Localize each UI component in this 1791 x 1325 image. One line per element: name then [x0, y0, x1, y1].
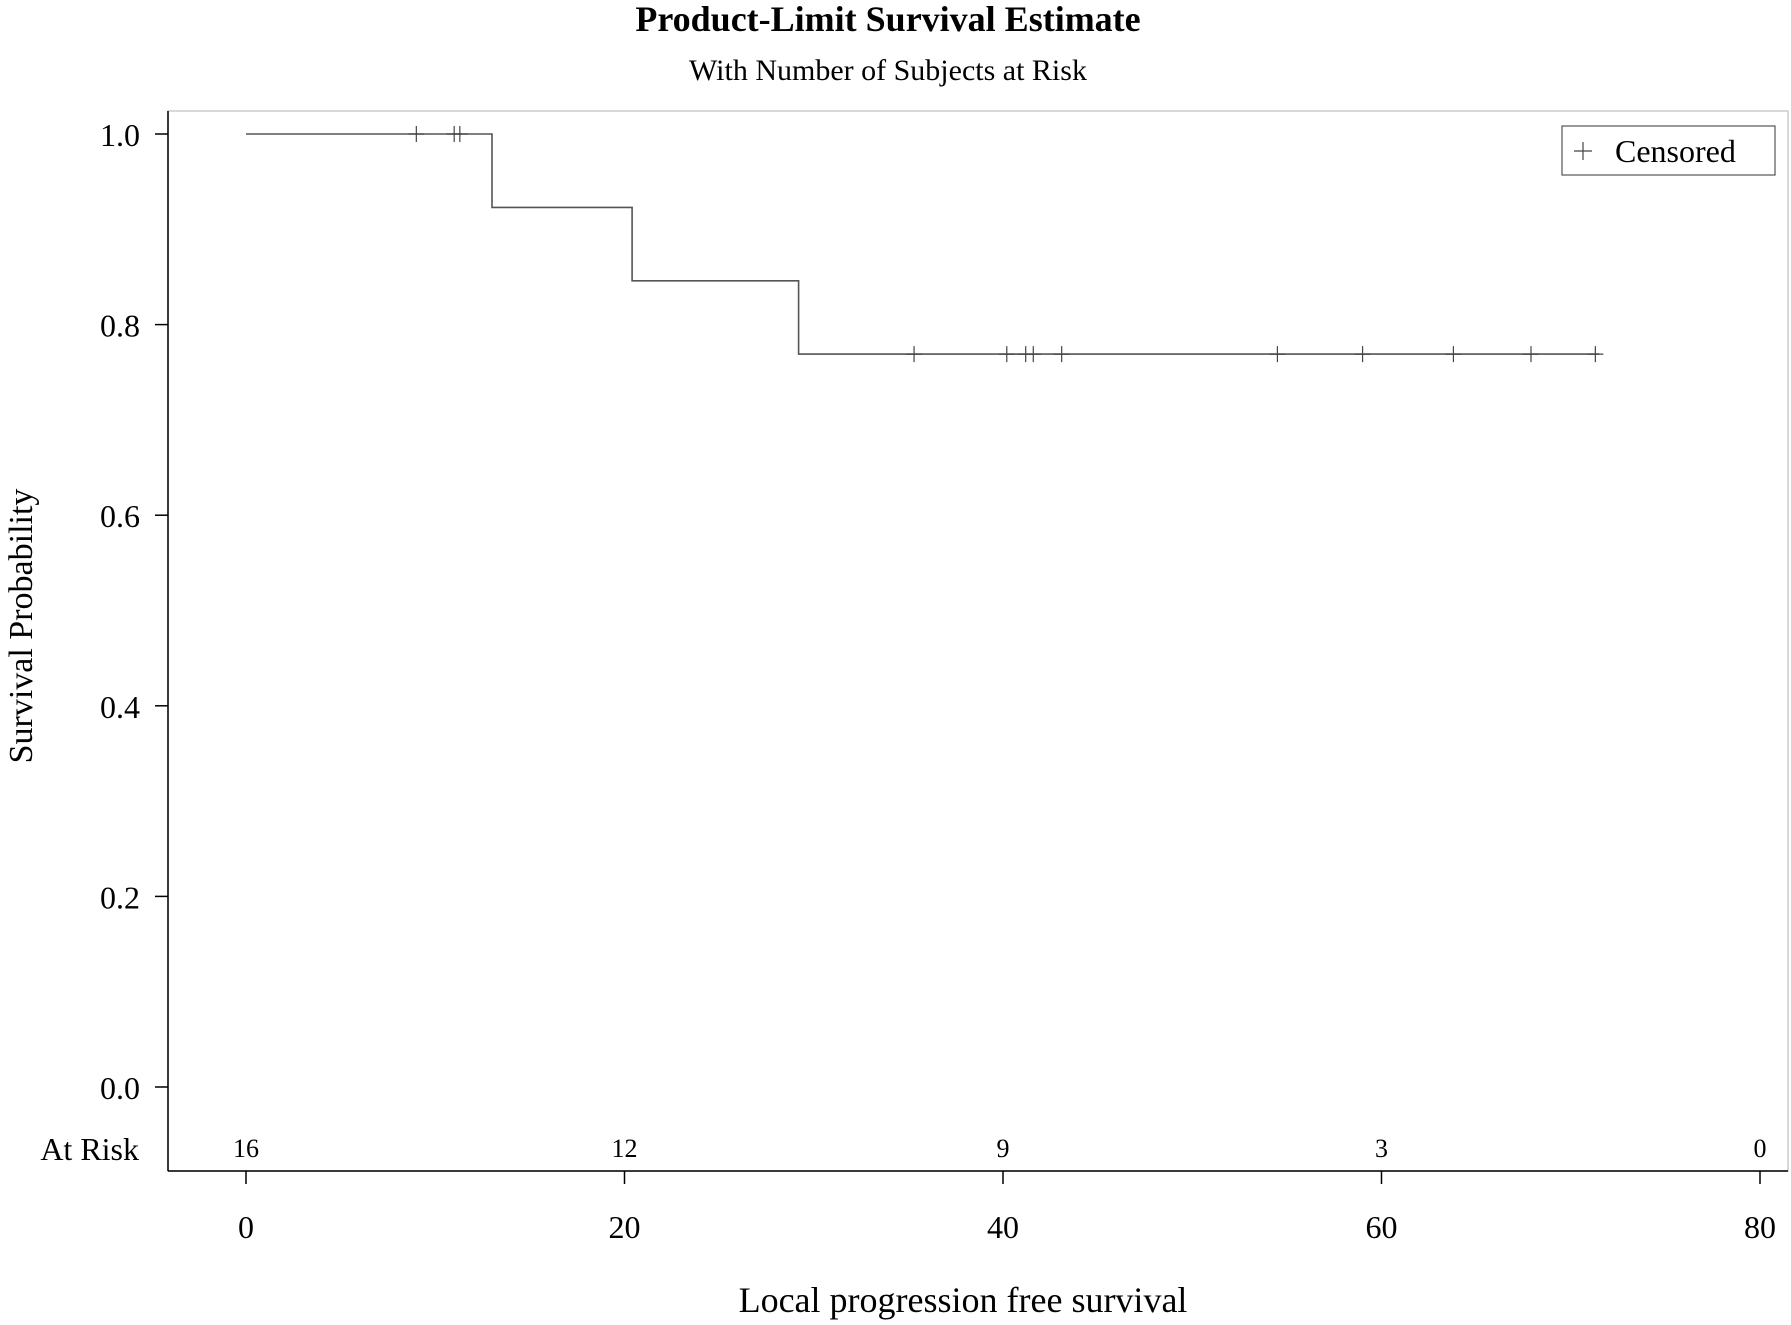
censored-marker: [906, 346, 923, 363]
x-tick-label: 60: [1366, 1209, 1398, 1245]
legend-label: Censored: [1615, 133, 1736, 169]
x-axis-ticks: 0 20 40 60 80: [238, 1171, 1776, 1245]
y-tick-label: 0.6: [100, 498, 140, 534]
y-tick-label: 0.8: [100, 308, 140, 344]
censored-marker: [408, 126, 425, 142]
plot-frame: [167, 110, 1789, 1172]
censored-marker: [1445, 346, 1462, 363]
y-tick-label: 1.0: [100, 117, 140, 153]
survival-curve-group: [246, 133, 1600, 355]
chart-subtitle: With Number of Subjects at Risk: [689, 54, 1087, 87]
at-risk-count: 0: [1754, 1134, 1767, 1163]
at-risk-count: 9: [997, 1134, 1010, 1163]
y-tick-label: 0.2: [100, 879, 140, 915]
survival-curve: [246, 133, 1600, 355]
x-tick-label: 80: [1744, 1209, 1776, 1245]
x-tick-label: 20: [609, 1209, 641, 1245]
censored-marker: [1053, 346, 1070, 363]
x-tick-label: 0: [238, 1209, 254, 1245]
censored-marker: [1269, 346, 1286, 363]
legend-box: [1561, 125, 1776, 176]
x-tick-label: 40: [987, 1209, 1019, 1245]
legend: Censored: [1561, 125, 1776, 176]
x-axis-label: Local progression free survival: [739, 1280, 1188, 1320]
y-axis-ticks: 0.0 0.2 0.4 0.6 0.8 1.0: [100, 117, 168, 1106]
at-risk-count: 16: [233, 1134, 259, 1163]
at-risk-label: At Risk: [40, 1131, 139, 1167]
censored-marker: [998, 346, 1015, 363]
y-axis-label: Survival Probability: [3, 489, 40, 764]
y-tick-label: 0.0: [100, 1070, 140, 1106]
censored-marker: [1587, 346, 1604, 363]
censored-marker: [1025, 346, 1042, 363]
censored-markers: [408, 126, 1604, 363]
chart-title: Product-Limit Survival Estimate: [635, 0, 1140, 39]
censored-marker: [1523, 346, 1540, 363]
censored-marker: [451, 126, 468, 142]
at-risk-row: At Risk 16 12 9 3 0: [40, 1131, 1766, 1167]
at-risk-count: 12: [612, 1134, 638, 1163]
y-tick-label: 0.4: [100, 689, 140, 725]
at-risk-count: 3: [1375, 1134, 1388, 1163]
censored-marker: [1354, 346, 1371, 363]
